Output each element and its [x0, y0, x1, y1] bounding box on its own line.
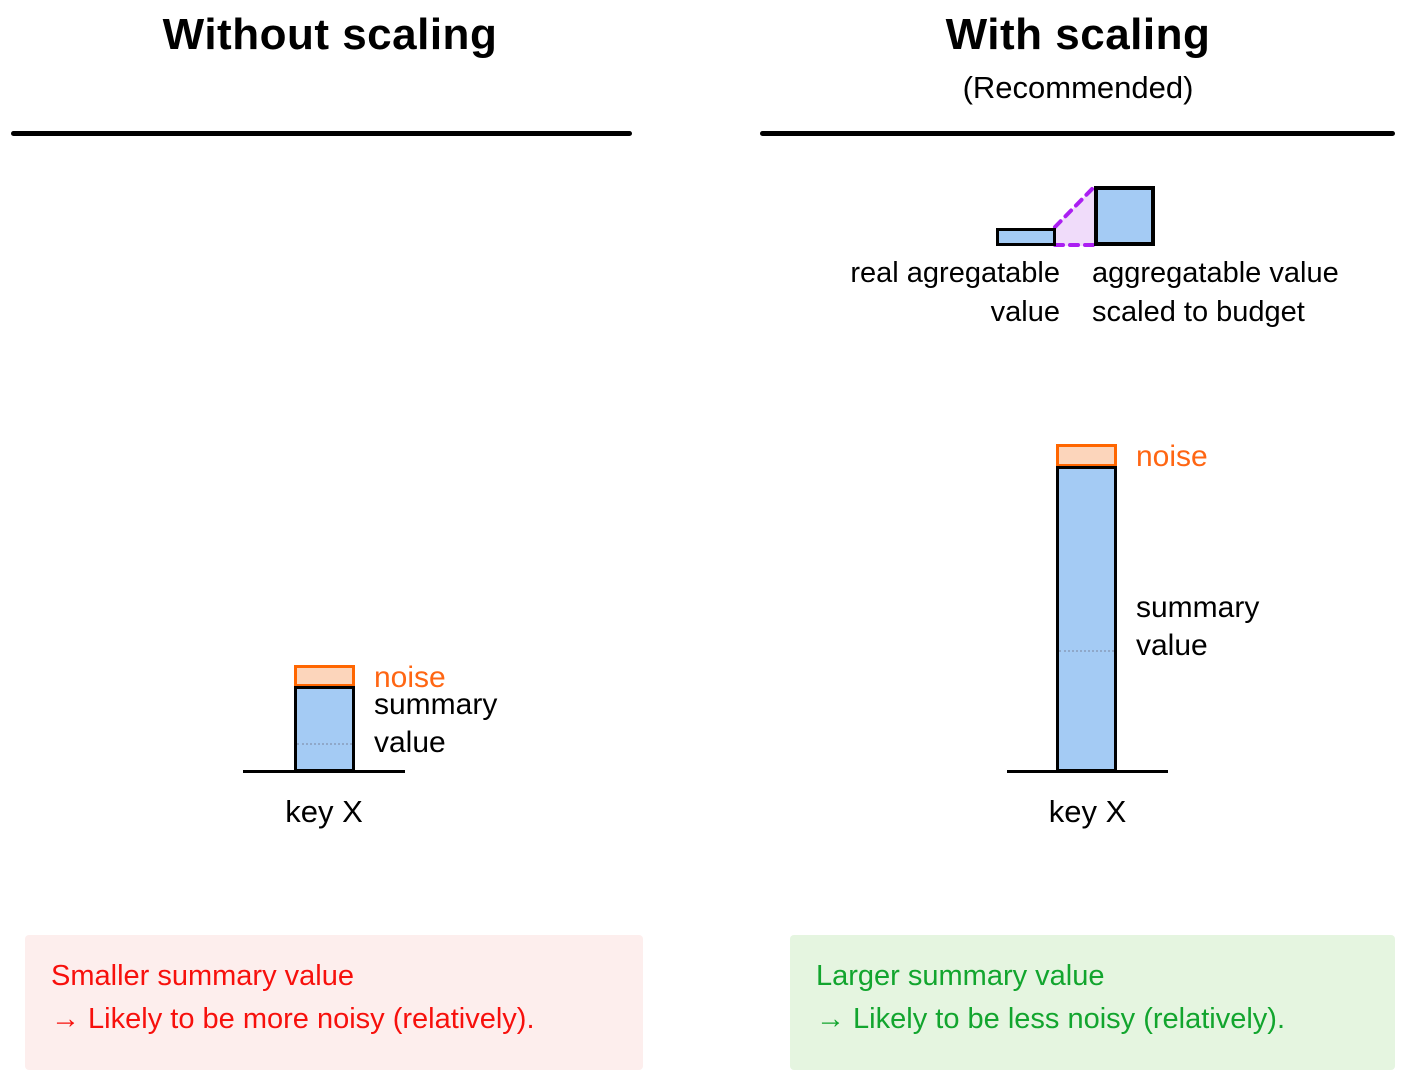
left-axis-baseline: [243, 770, 405, 773]
left-callout-smaller-summary: Smaller summary value → Likely to be mor…: [25, 935, 643, 1070]
left-divider-line: [11, 131, 632, 136]
left-panel-title: Without scaling: [162, 10, 498, 59]
right-key-label: key X: [1048, 794, 1127, 829]
right-summary-value-label: summary value: [1136, 591, 1260, 662]
right-callout-larger-summary: Larger summary value → Likely to be less…: [790, 935, 1395, 1070]
right-axis-baseline: [1007, 770, 1168, 773]
real-aggregatable-value-bar: [996, 228, 1056, 246]
left-summary-bar: [294, 686, 355, 772]
scaled-aggregatable-value-bar: [1094, 186, 1155, 246]
left-noise-box: [294, 665, 355, 687]
right-true-value-line: [1059, 650, 1114, 652]
real-value-label: real agregatable value: [850, 257, 1060, 328]
scaled-value-label: aggregatable value scaled to budget: [1092, 257, 1339, 328]
right-noise-label: noise: [1136, 440, 1208, 473]
right-noise-box: [1056, 444, 1117, 467]
left-key-label: key X: [285, 794, 363, 829]
left-noise-label: noise: [374, 661, 446, 694]
right-panel-subtitle: (Recommended): [962, 70, 1194, 105]
right-summary-bar: [1056, 466, 1117, 772]
right-divider-line: [760, 131, 1395, 136]
left-summary-value-label: summary value: [374, 688, 498, 759]
scaling-trapezoid: [1053, 185, 1096, 247]
left-true-value-line: [297, 743, 352, 745]
right-panel-title: With scaling: [945, 10, 1211, 59]
